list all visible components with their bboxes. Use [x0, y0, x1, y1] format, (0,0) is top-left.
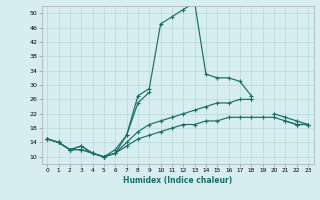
X-axis label: Humidex (Indice chaleur): Humidex (Indice chaleur) — [123, 176, 232, 185]
